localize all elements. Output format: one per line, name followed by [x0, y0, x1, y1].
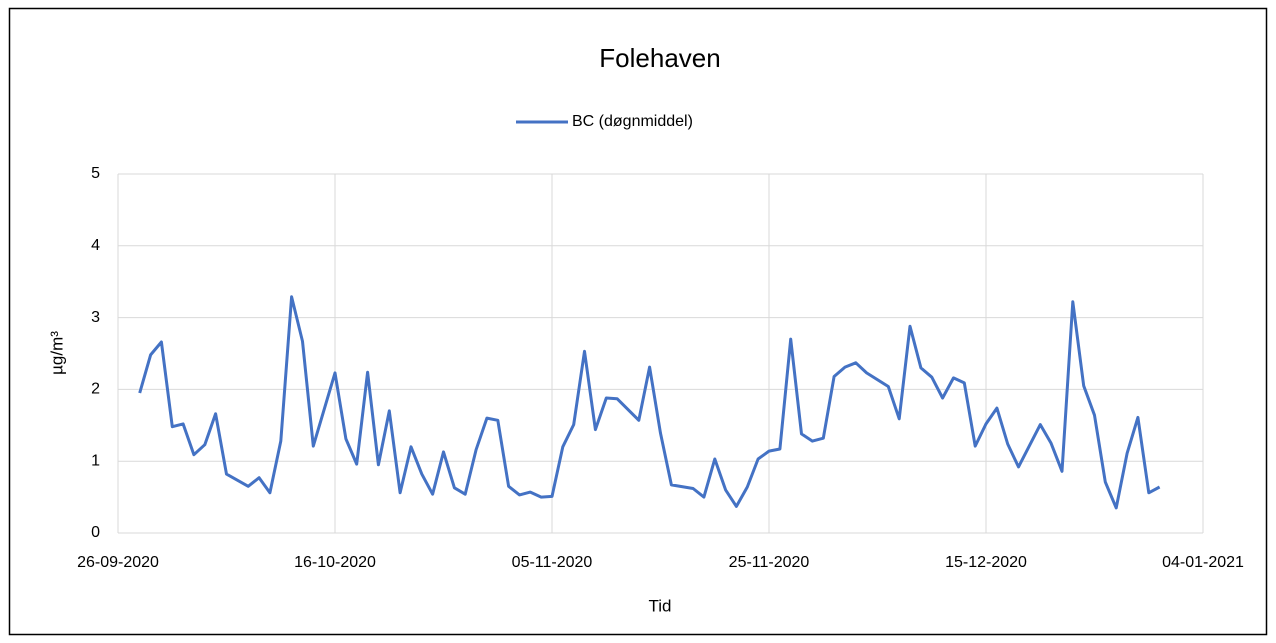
- y-tick-label: 2: [91, 381, 100, 398]
- y-tick-label: 3: [91, 309, 100, 326]
- x-tick-label: 04-01-2021: [1162, 554, 1244, 571]
- x-tick-label: 26-09-2020: [77, 554, 159, 571]
- y-tick-label: 1: [91, 452, 100, 469]
- x-tick-label: 25-11-2020: [729, 554, 810, 571]
- x-tick-label: 15-12-2020: [945, 554, 1027, 571]
- x-tick-label: 16-10-2020: [294, 554, 376, 571]
- chart-title: Folehaven: [599, 43, 720, 73]
- data-line: [138, 295, 1161, 510]
- legend-label: BC (døgnmiddel): [572, 113, 693, 130]
- chart-border: [8, 7, 1268, 636]
- y-axis-label: µg/m³: [47, 331, 66, 375]
- x-axis-label: Tid: [649, 596, 672, 615]
- x-tick-label: 05-11-2020: [512, 554, 593, 571]
- y-tick-label: 5: [91, 165, 100, 182]
- y-tick-label: 4: [91, 237, 100, 254]
- y-tick-label: 0: [91, 524, 100, 541]
